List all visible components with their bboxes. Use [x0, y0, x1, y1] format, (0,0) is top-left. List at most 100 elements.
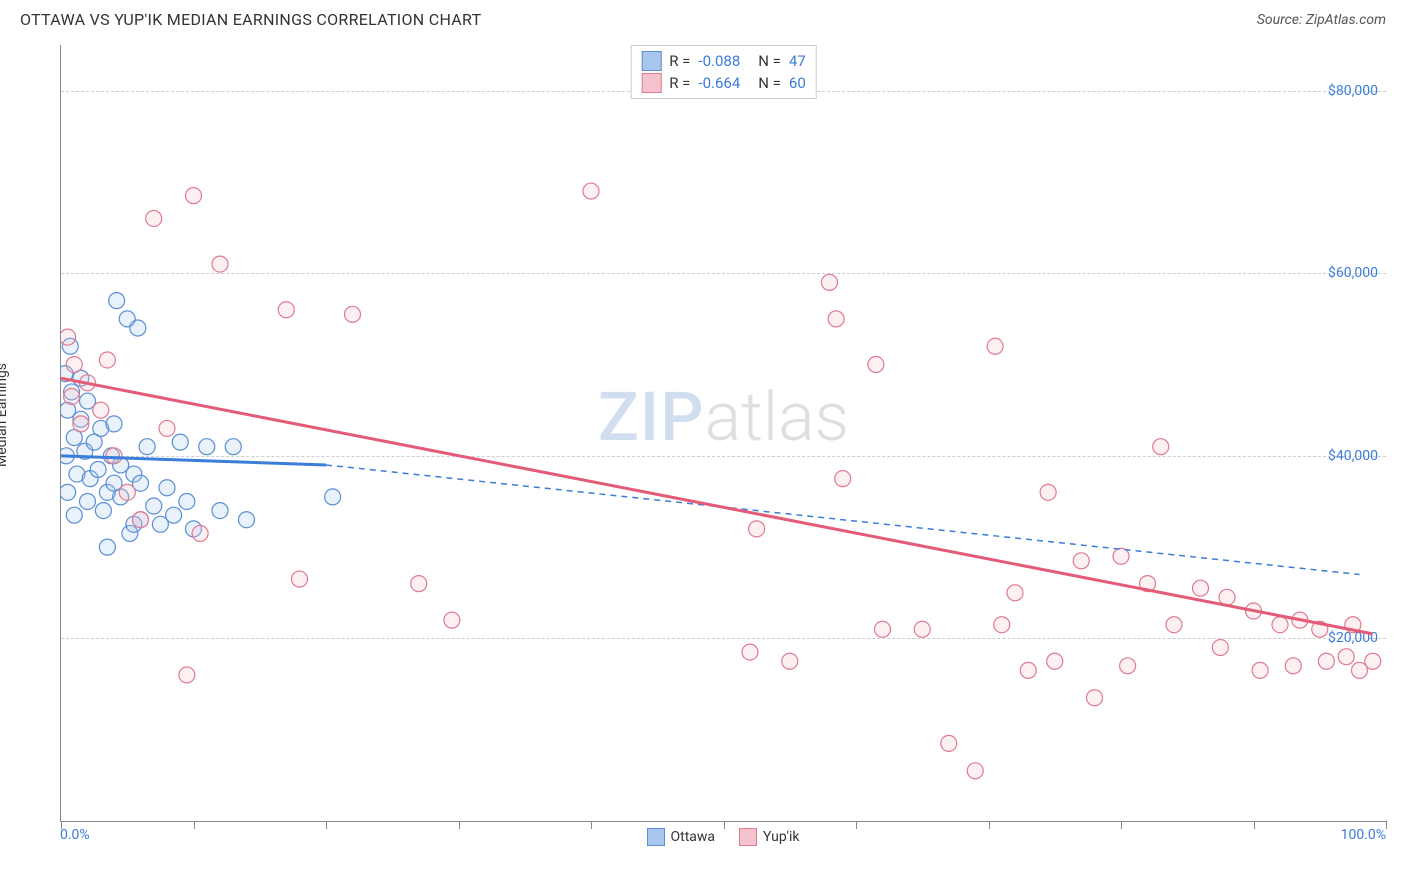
- scatter-point: [292, 571, 308, 587]
- stats-n-label: N =: [758, 74, 781, 92]
- scatter-point: [139, 439, 155, 455]
- chart-source: Source: ZipAtlas.com: [1257, 12, 1386, 28]
- scatter-point: [166, 507, 182, 523]
- scatter-point: [828, 311, 844, 327]
- plot-svg: [61, 45, 1386, 821]
- legend-item-ottawa: Ottawa: [647, 828, 716, 846]
- stats-r-label: R =: [669, 74, 690, 92]
- scatter-point: [106, 448, 122, 464]
- scatter-point: [1007, 585, 1023, 601]
- stats-row-ottawa: R = -0.088 N = 47: [641, 50, 806, 72]
- scatter-point: [941, 735, 957, 751]
- scatter-point: [73, 416, 89, 432]
- chart-header: OTTAWA VS YUP'IK MEDIAN EARNINGS CORRELA…: [0, 0, 1406, 35]
- bottom-legend: Ottawa Yup'ik: [60, 828, 1386, 850]
- scatter-point: [146, 498, 162, 514]
- stats-swatch-ottawa: [641, 51, 661, 71]
- scatter-point: [119, 484, 135, 500]
- chart-container: Median Earnings ZIPatlas R = -0.088 N = …: [20, 45, 1386, 872]
- scatter-point: [172, 434, 188, 450]
- scatter-point: [875, 621, 891, 637]
- scatter-point: [325, 489, 341, 505]
- y-axis-label: Median Earnings: [0, 362, 10, 466]
- stats-n-label: N =: [758, 52, 781, 70]
- scatter-point: [179, 493, 195, 509]
- scatter-point: [225, 439, 241, 455]
- scatter-point: [99, 352, 115, 368]
- scatter-point: [1272, 617, 1288, 633]
- stats-legend-box: R = -0.088 N = 47 R = -0.664 N = 60: [630, 45, 817, 99]
- legend-item-yupik: Yup'ik: [739, 828, 799, 846]
- scatter-point: [278, 302, 294, 318]
- scatter-point: [749, 521, 765, 537]
- scatter-point: [192, 525, 208, 541]
- legend-swatch-yupik: [739, 828, 757, 846]
- scatter-point: [1047, 653, 1063, 669]
- scatter-point: [212, 256, 228, 272]
- scatter-point: [1252, 662, 1268, 678]
- scatter-point: [1318, 653, 1334, 669]
- scatter-point: [782, 653, 798, 669]
- scatter-point: [1113, 548, 1129, 564]
- stats-swatch-yupik: [641, 73, 661, 93]
- stats-r-label: R =: [669, 52, 690, 70]
- stats-r-ottawa: -0.088: [698, 52, 740, 70]
- scatter-point: [212, 503, 228, 519]
- scatter-point: [868, 357, 884, 373]
- scatter-point: [967, 763, 983, 779]
- scatter-point: [179, 667, 195, 683]
- scatter-point: [583, 183, 599, 199]
- scatter-point: [1020, 662, 1036, 678]
- scatter-point: [109, 293, 125, 309]
- scatter-point: [1087, 690, 1103, 706]
- chart-title: OTTAWA VS YUP'IK MEDIAN EARNINGS CORRELA…: [20, 10, 481, 29]
- scatter-point: [64, 388, 80, 404]
- legend-label-ottawa: Ottawa: [671, 829, 716, 845]
- scatter-point: [239, 512, 255, 528]
- scatter-point: [61, 329, 76, 345]
- stats-row-yupik: R = -0.664 N = 60: [641, 72, 806, 94]
- scatter-point: [61, 484, 76, 500]
- scatter-point: [1120, 658, 1136, 674]
- scatter-point: [199, 439, 215, 455]
- scatter-point: [1040, 484, 1056, 500]
- scatter-point: [444, 612, 460, 628]
- scatter-point: [822, 274, 838, 290]
- stats-r-yupik: -0.664: [698, 74, 740, 92]
- scatter-point: [159, 480, 175, 496]
- scatter-point: [1285, 658, 1301, 674]
- legend-swatch-ottawa: [647, 828, 665, 846]
- legend-label-yupik: Yup'ik: [763, 829, 799, 845]
- scatter-point: [1153, 439, 1169, 455]
- scatter-point: [159, 420, 175, 436]
- scatter-point: [411, 576, 427, 592]
- scatter-point: [93, 402, 109, 418]
- scatter-point: [95, 503, 111, 519]
- scatter-point: [914, 621, 930, 637]
- scatter-point: [186, 188, 202, 204]
- scatter-point: [66, 507, 82, 523]
- stats-n-yupik: 60: [789, 74, 806, 92]
- scatter-point: [146, 210, 162, 226]
- scatter-point: [1193, 580, 1209, 596]
- scatter-point: [1166, 617, 1182, 633]
- scatter-point: [90, 462, 106, 478]
- scatter-point: [66, 357, 82, 373]
- scatter-point: [994, 617, 1010, 633]
- scatter-point: [80, 493, 96, 509]
- scatter-point: [130, 320, 146, 336]
- scatter-point: [742, 644, 758, 660]
- x-tick: [1386, 821, 1387, 829]
- scatter-point: [1073, 553, 1089, 569]
- scatter-point: [1338, 649, 1354, 665]
- scatter-point: [835, 471, 851, 487]
- scatter-point: [1212, 640, 1228, 656]
- scatter-point: [1365, 653, 1381, 669]
- trend-line-yupik: [61, 378, 1373, 634]
- stats-n-ottawa: 47: [789, 52, 806, 70]
- plot-area: ZIPatlas R = -0.088 N = 47 R = -0.664 N …: [60, 45, 1386, 822]
- scatter-point: [99, 539, 115, 555]
- scatter-point: [987, 338, 1003, 354]
- scatter-point: [133, 512, 149, 528]
- scatter-point: [106, 416, 122, 432]
